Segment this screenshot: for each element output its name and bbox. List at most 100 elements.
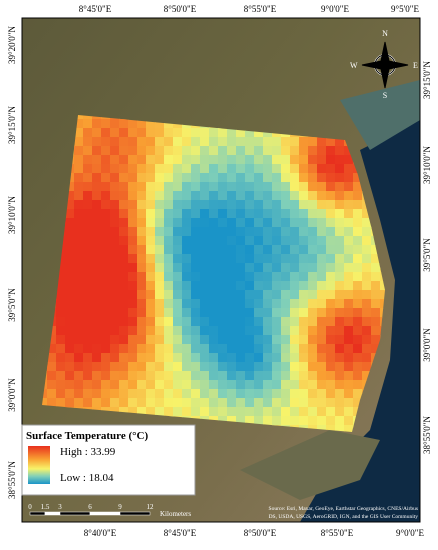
raster-cell: [254, 380, 264, 390]
raster-cell: [308, 245, 318, 255]
raster-cell: [92, 317, 102, 327]
raster-cell: [74, 137, 84, 147]
raster-cell: [263, 290, 273, 300]
raster-cell: [308, 362, 318, 372]
raster-cell: [236, 290, 246, 300]
raster-cell: [344, 290, 354, 300]
raster-cell: [335, 353, 345, 363]
raster-cell: [182, 290, 192, 300]
raster-cell: [101, 308, 111, 318]
raster-cell: [227, 272, 237, 282]
raster-cell: [272, 371, 282, 381]
raster-cell: [317, 308, 327, 318]
raster-cell: [128, 137, 138, 147]
raster-cell: [182, 245, 192, 255]
raster-cell: [245, 236, 255, 246]
raster-cell: [74, 272, 84, 282]
raster-cell: [218, 218, 228, 228]
raster-cell: [128, 290, 138, 300]
raster-cell: [74, 227, 84, 237]
raster-cell: [344, 371, 354, 381]
raster-cell: [308, 407, 318, 417]
top-coord-label: 8°55'0"E: [244, 4, 277, 14]
raster-cell: [92, 290, 102, 300]
raster-cell: [65, 182, 75, 192]
raster-cell: [308, 137, 318, 147]
raster-cell: [74, 281, 84, 291]
raster-cell: [299, 263, 309, 273]
scale-unit: Kilometers: [160, 510, 191, 518]
raster-cell: [83, 173, 93, 183]
raster-cell: [353, 371, 363, 381]
scale-segment: [29, 511, 46, 516]
raster-cell: [146, 407, 156, 417]
raster-cell: [335, 281, 345, 291]
raster-cell: [128, 191, 138, 201]
raster-cell: [83, 236, 93, 246]
raster-cell: [290, 416, 300, 426]
raster-cell: [182, 164, 192, 174]
raster-cell: [200, 344, 210, 354]
raster-cell: [191, 218, 201, 228]
raster-cell: [92, 182, 102, 192]
raster-cell: [281, 353, 291, 363]
raster-cell: [281, 281, 291, 291]
raster-cell: [299, 191, 309, 201]
raster-cell: [236, 380, 246, 390]
raster-cell: [137, 272, 147, 282]
raster-cell: [155, 353, 165, 363]
raster-cell: [155, 398, 165, 408]
raster-cell: [227, 371, 237, 381]
raster-cell: [101, 299, 111, 309]
raster-cell: [335, 398, 345, 408]
raster-cell: [209, 164, 219, 174]
raster-cell: [191, 380, 201, 390]
raster-cell: [164, 380, 174, 390]
raster-cell: [128, 308, 138, 318]
raster-cell: [353, 317, 363, 327]
raster-cell: [173, 353, 183, 363]
raster-cell: [74, 218, 84, 228]
raster-cell: [209, 353, 219, 363]
raster-cell: [191, 407, 201, 417]
raster-cell: [371, 335, 381, 345]
raster-cell: [326, 218, 336, 228]
raster-cell: [344, 281, 354, 291]
raster-cell: [191, 326, 201, 336]
raster-cell: [209, 236, 219, 246]
raster-cell: [200, 263, 210, 273]
raster-cell: [308, 155, 318, 165]
raster-cell: [83, 254, 93, 264]
raster-cell: [263, 173, 273, 183]
raster-cell: [290, 146, 300, 156]
raster-cell: [317, 353, 327, 363]
raster-cell: [146, 164, 156, 174]
raster-cell: [137, 254, 147, 264]
raster-cell: [119, 254, 129, 264]
raster-cell: [353, 263, 363, 273]
raster-cell: [344, 245, 354, 255]
raster-cell: [137, 137, 147, 147]
raster-cell: [299, 200, 309, 210]
raster-cell: [317, 236, 327, 246]
raster-cell: [281, 362, 291, 372]
raster-cell: [308, 191, 318, 201]
raster-cell: [209, 398, 219, 408]
raster-cell: [83, 317, 93, 327]
raster-cell: [83, 209, 93, 219]
raster-cell: [290, 173, 300, 183]
raster-cell: [119, 191, 129, 201]
raster-cell: [344, 335, 354, 345]
raster-cell: [263, 254, 273, 264]
raster-cell: [101, 155, 111, 165]
raster-cell: [128, 281, 138, 291]
raster-cell: [344, 236, 354, 246]
raster-cell: [254, 344, 264, 354]
raster-cell: [83, 119, 93, 129]
raster-cell: [227, 353, 237, 363]
raster-cell: [227, 299, 237, 309]
raster-cell: [326, 308, 336, 318]
raster-cell: [173, 299, 183, 309]
raster-cell: [218, 272, 228, 282]
raster-cell: [254, 308, 264, 318]
